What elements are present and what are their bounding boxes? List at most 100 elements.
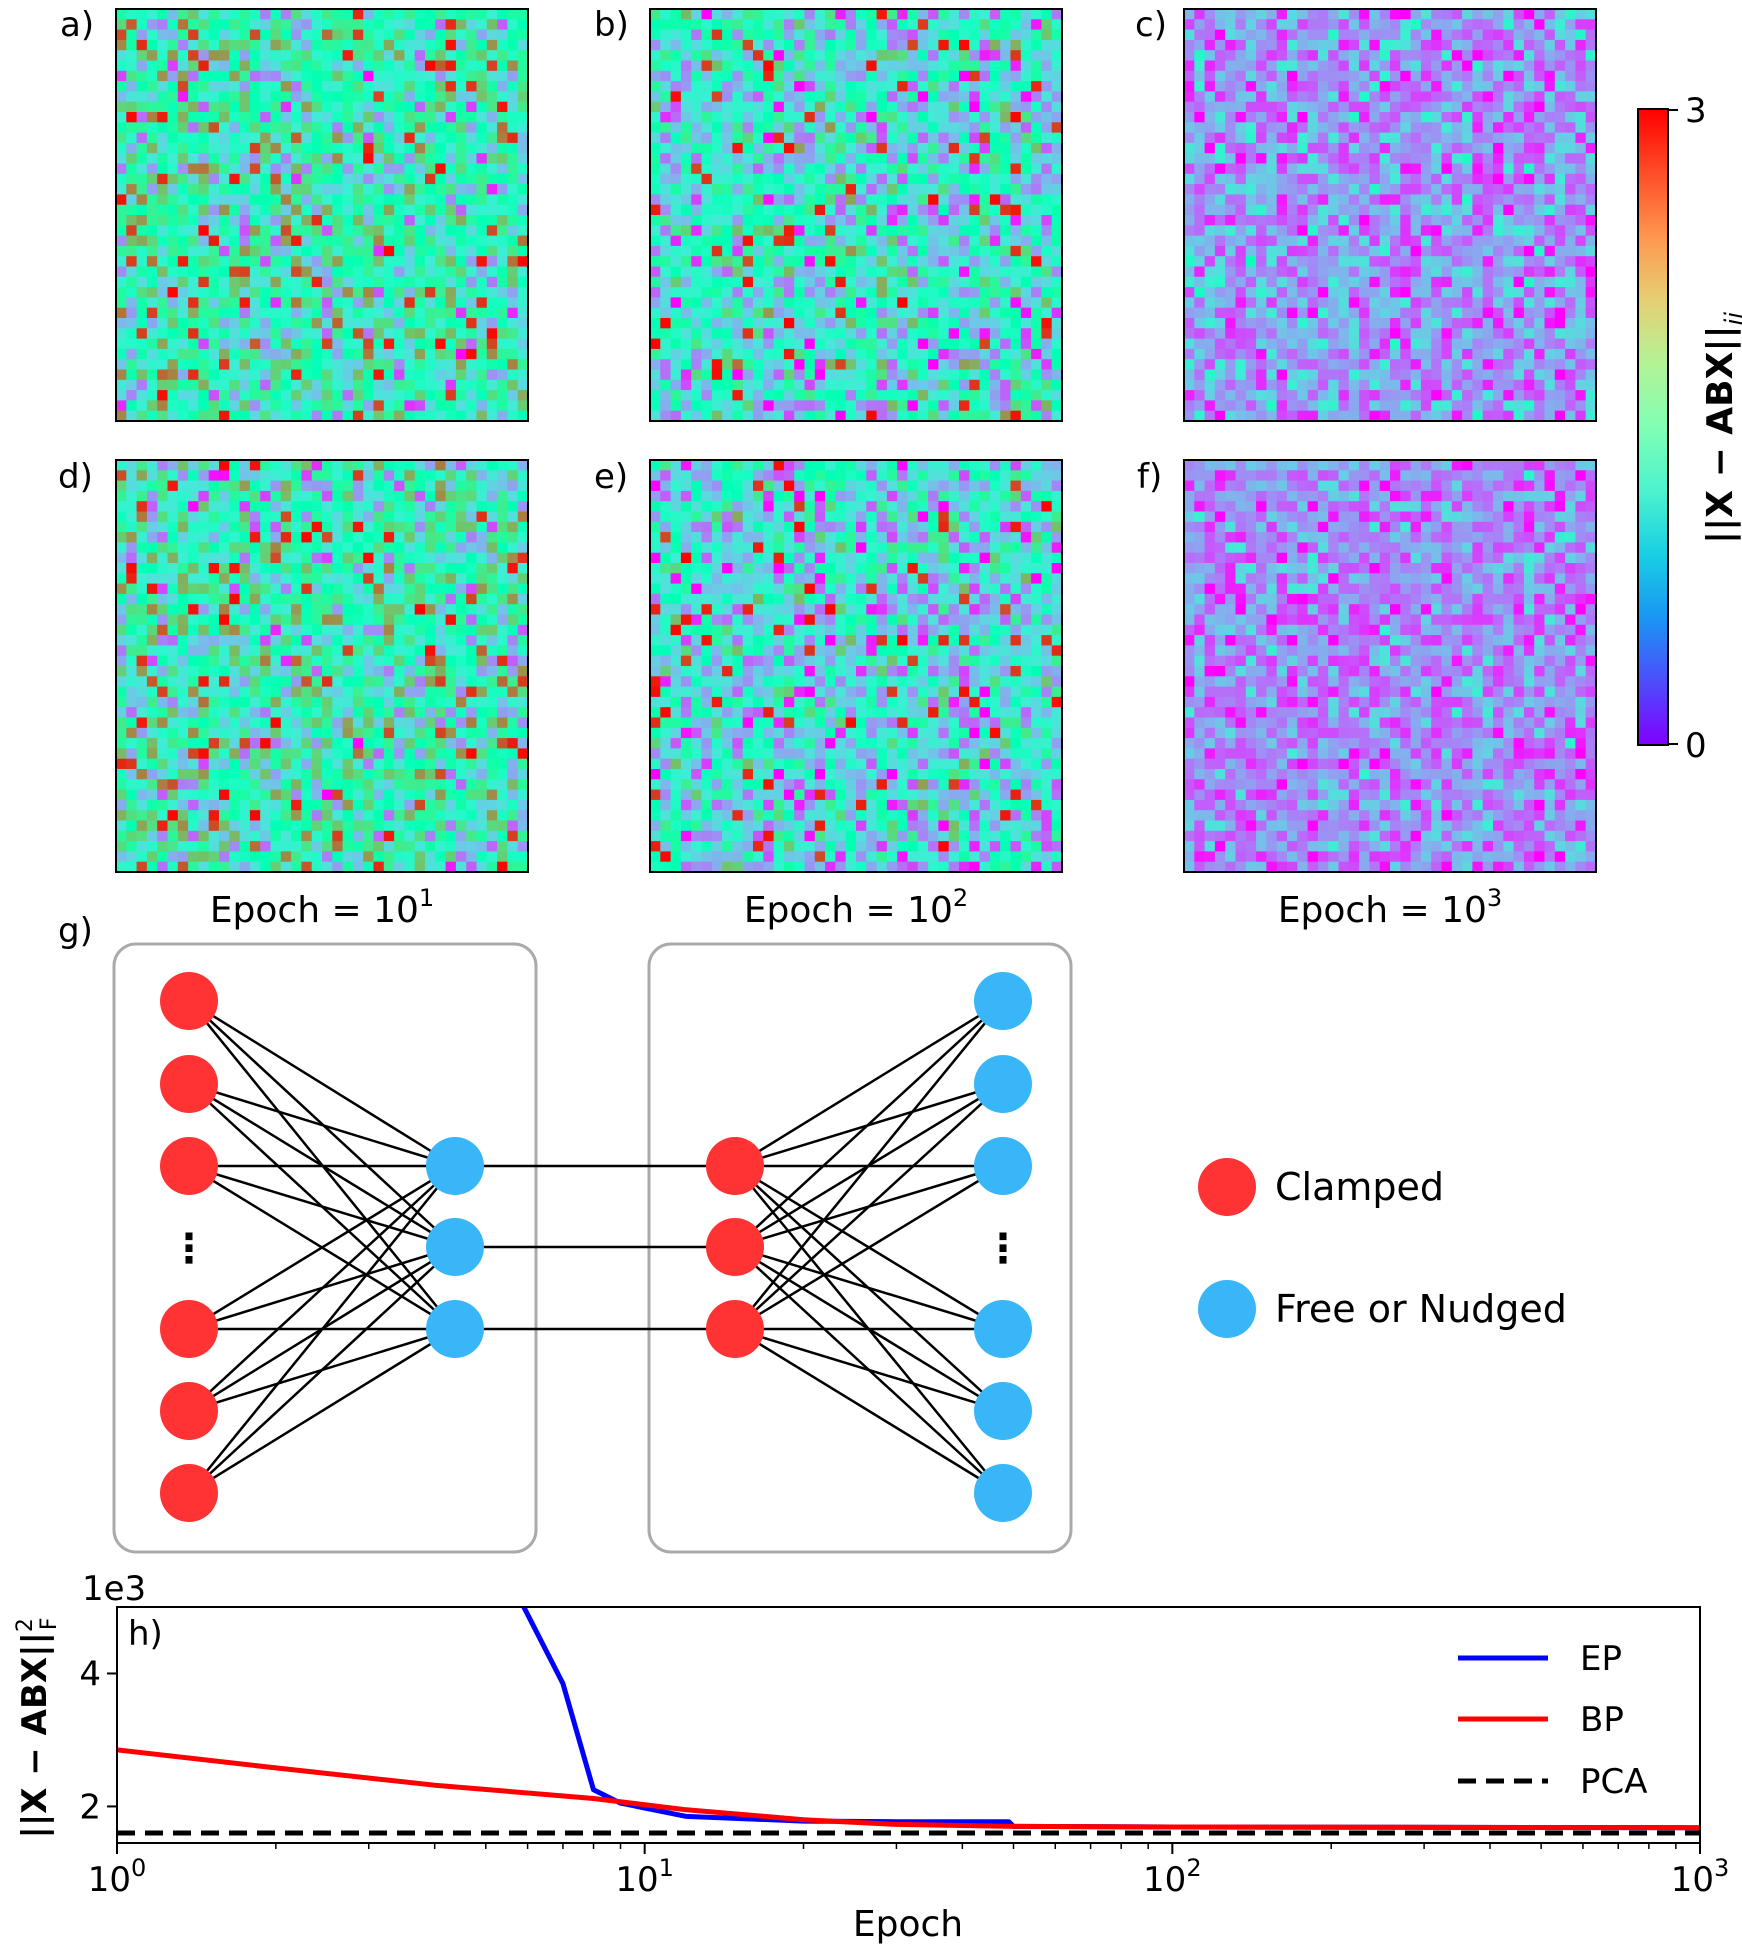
heatmap-cell <box>763 225 774 236</box>
heatmap-cell <box>783 204 795 216</box>
heatmap-cell <box>989 50 1001 61</box>
heatmap-cell <box>1307 50 1319 61</box>
heatmap-cell <box>363 297 374 309</box>
heatmap-cell <box>497 235 508 247</box>
heatmap-cell <box>136 460 148 471</box>
heatmap-cell <box>1369 122 1381 133</box>
heatmap-cell <box>732 184 744 195</box>
heatmap-cell <box>445 101 457 113</box>
heatmap-cell <box>311 245 323 257</box>
heatmap-cell <box>1503 9 1514 20</box>
heatmap-cell <box>198 460 210 471</box>
heatmap-cell <box>435 297 446 309</box>
heatmap-cell <box>897 318 908 329</box>
heatmap-cell <box>208 204 220 216</box>
heatmap-cell <box>680 266 692 278</box>
heatmap-cell <box>1544 81 1556 92</box>
heatmap-cell <box>394 101 405 113</box>
heatmap-cell <box>146 153 158 164</box>
heatmap-cell <box>711 359 723 370</box>
heatmap-cell <box>1400 50 1411 61</box>
heatmap-cell <box>208 215 220 226</box>
heatmap-cell <box>177 39 189 51</box>
heatmap-cell <box>177 480 189 492</box>
heatmap-cell <box>435 245 446 257</box>
heatmap-cell <box>1462 9 1473 20</box>
heatmap-cell <box>1431 9 1442 20</box>
heatmap-cell <box>146 184 158 195</box>
heatmap-cell <box>167 9 179 20</box>
heatmap-cell <box>1328 390 1339 401</box>
heatmap-cell <box>219 297 230 309</box>
heatmap-cell <box>486 410 498 422</box>
heatmap-cell <box>804 91 816 103</box>
heatmap-cell <box>394 39 405 51</box>
heatmap-cell <box>1204 359 1216 370</box>
heatmap-cell <box>1338 122 1350 133</box>
heatmap-cell <box>1379 225 1391 236</box>
heatmap-cell <box>383 194 395 206</box>
heatmap-cell <box>989 39 1001 51</box>
heatmap-cell <box>270 266 282 278</box>
heatmap-cell <box>897 91 908 103</box>
heatmap-cell <box>732 235 744 247</box>
heatmap-cell <box>1276 369 1288 381</box>
heatmap-cell <box>486 50 498 61</box>
heatmap-cell <box>650 153 661 164</box>
heatmap-cell <box>363 184 374 195</box>
heatmap-cell <box>1534 81 1545 92</box>
heatmap-cell <box>1369 235 1381 247</box>
heatmap-cell <box>1575 338 1587 350</box>
heatmap-cell <box>1010 225 1022 236</box>
heatmap-cell <box>928 112 939 123</box>
heatmap-cell <box>198 390 210 401</box>
heatmap-cell <box>1338 225 1350 236</box>
heatmap-cell <box>1359 287 1370 298</box>
heatmap-cell <box>948 81 960 92</box>
heatmap-cell <box>907 153 919 164</box>
heatmap-cell <box>146 19 158 30</box>
heatmap-cell <box>229 490 240 502</box>
heatmap-cell <box>1184 328 1195 339</box>
heatmap-cell <box>763 338 774 350</box>
heatmap-cell <box>1245 9 1257 20</box>
heatmap-cell <box>486 359 498 370</box>
heatmap-cell <box>1410 91 1422 103</box>
heatmap-cell <box>1554 287 1566 298</box>
heatmap-cell <box>486 256 498 267</box>
heatmap-cell <box>301 256 313 267</box>
heatmap-cell <box>229 101 240 113</box>
heatmap-cell <box>1051 204 1063 216</box>
heatmap-cell <box>1493 297 1504 309</box>
heatmap-cell <box>1410 338 1422 350</box>
heatmap-cell <box>1287 400 1298 412</box>
heatmap-cell <box>1031 338 1042 350</box>
heatmap-cell <box>116 122 127 133</box>
heatmap-cell <box>1287 194 1298 206</box>
heatmap-cell <box>208 297 220 309</box>
heatmap-cell <box>1544 390 1556 401</box>
heatmap-cell <box>1544 184 1556 195</box>
heatmap-cell <box>291 276 302 288</box>
heatmap-cell <box>322 266 333 278</box>
heatmap-cell <box>373 490 385 502</box>
heatmap-cell <box>373 460 385 471</box>
heatmap-cell <box>332 173 343 185</box>
heatmap-cell <box>136 338 148 350</box>
heatmap-cell <box>1420 142 1432 154</box>
heatmap-cell <box>897 184 908 195</box>
heatmap-cell <box>1554 204 1566 216</box>
heatmap-cell <box>1379 39 1391 51</box>
heatmap-cell <box>116 410 127 422</box>
heatmap-cell <box>322 91 333 103</box>
heatmap-cell <box>342 112 354 123</box>
heatmap-cell <box>332 348 343 360</box>
heatmap-cell <box>732 194 744 206</box>
heatmap-cell <box>1410 297 1422 309</box>
heatmap-cell <box>1256 60 1267 72</box>
heatmap-cell <box>856 81 867 92</box>
heatmap-cell <box>383 19 395 30</box>
heatmap-cell <box>507 318 519 329</box>
heatmap-cell <box>239 400 251 412</box>
heatmap-cell <box>1472 163 1484 175</box>
